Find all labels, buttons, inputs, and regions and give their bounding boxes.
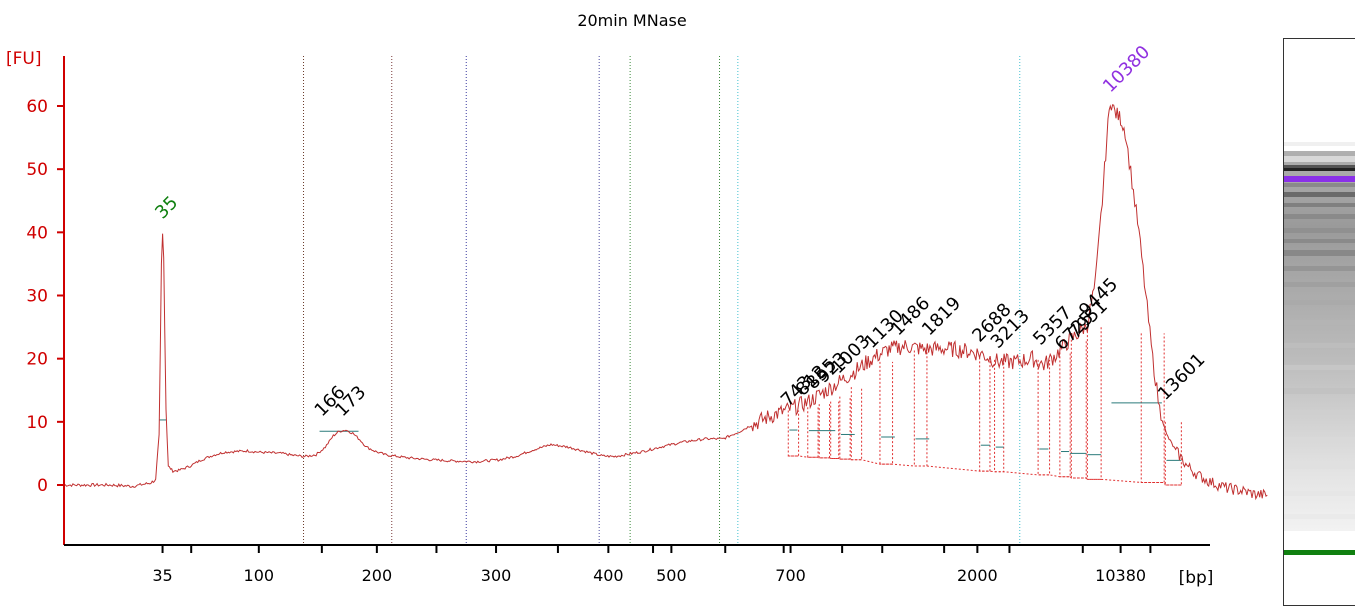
- gel-band-23: [1284, 514, 1355, 519]
- fragment-region-12: [1070, 339, 1087, 479]
- gel-band-17: [1284, 365, 1355, 370]
- fragment-baseline: [788, 455, 1182, 486]
- peak-label-0: 35: [151, 192, 182, 223]
- x-tick-label-4: 200: [362, 566, 393, 585]
- gel-band-12: [1284, 266, 1355, 271]
- x-tick-label-0: 35: [152, 566, 172, 585]
- x-tick-label-6: 300: [481, 566, 512, 585]
- fragment-region-9: [994, 359, 1005, 473]
- gel-band-6: [1284, 192, 1355, 197]
- x-tick-label-10: 500: [656, 566, 687, 585]
- chart-axes: [63, 56, 1210, 546]
- fragment-region-7: [913, 350, 928, 467]
- gel-band-18: [1284, 388, 1355, 394]
- gel-band-24: [1284, 550, 1355, 555]
- gel-band-19: [1284, 410, 1355, 415]
- electropherogram-chart: 20min MNase [FU] [bp] 0 10 20 30 40 50 60 35 10…: [6, 11, 1268, 588]
- gel-band-3: [1284, 168, 1355, 171]
- x-tick-label-17: 2000: [957, 566, 998, 585]
- fragment-region-3: [830, 401, 840, 459]
- y-tick-label-0: 0: [37, 476, 48, 496]
- x-tick-label-8: 400: [593, 566, 624, 585]
- gel-band-2: [1284, 165, 1355, 169]
- y-tick-label-40: 40: [26, 223, 48, 243]
- gel-band-1: [1284, 156, 1355, 162]
- fragment-region-11: [1059, 352, 1071, 478]
- y-tick-label-60: 60: [26, 97, 48, 117]
- fragment-region-8: [979, 357, 991, 472]
- peak-label-17: 10380: [1099, 42, 1154, 97]
- fragment-region-4: [839, 396, 851, 460]
- gel-band-7: [1284, 203, 1355, 207]
- gel-image: [1283, 38, 1355, 606]
- fragment-region-6: [879, 361, 894, 465]
- fragment-region-5: [850, 387, 863, 461]
- fragment-region-0: [787, 410, 800, 457]
- fragment-region-13: [1086, 327, 1102, 480]
- x-ticks: 35 100 200 300 400 500 700 2000 10380: [152, 545, 1152, 585]
- size-marker-lines: [303, 56, 1021, 545]
- x-tick-label-20: 10380: [1095, 566, 1146, 585]
- gel-band-4: [1284, 176, 1355, 182]
- fluorescence-trace: [63, 104, 1268, 501]
- chart-title: 20min MNase: [577, 11, 686, 30]
- gel-band-20: [1284, 437, 1355, 442]
- fragment-region-10: [1037, 359, 1051, 476]
- y-tick-label-20: 20: [26, 350, 48, 370]
- gel-band-14: [1284, 300, 1355, 305]
- x-axis-label: [bp]: [1179, 568, 1214, 588]
- y-ticks: 0 10 20 30 40 50 60: [26, 97, 64, 496]
- gel-band-16: [1284, 343, 1355, 348]
- y-tick-label-30: 30: [26, 287, 48, 307]
- gel-band-0: [1284, 142, 1355, 146]
- fragment-region-14: [1140, 333, 1165, 483]
- gel-band-10: [1284, 239, 1355, 243]
- gel-band-8: [1284, 214, 1355, 219]
- gel-band-11: [1284, 250, 1355, 256]
- fragment-plateaus: [159, 402, 1182, 461]
- peak-label-18: 13601: [1154, 349, 1209, 404]
- gel-smear: [1284, 151, 1355, 531]
- gel-band-9: [1284, 228, 1355, 233]
- fragment-regions: [787, 327, 1182, 486]
- gel-band-22: [1284, 491, 1355, 496]
- fragment-region-1: [807, 407, 819, 458]
- gel-band-13: [1284, 282, 1355, 287]
- gel-band-5: [1284, 183, 1355, 187]
- gel-band-21: [1284, 464, 1355, 469]
- y-axis-label: [FU]: [6, 49, 42, 69]
- x-tick-label-2: 100: [244, 566, 275, 585]
- gel-band-15: [1284, 320, 1355, 325]
- gel-lane: [1284, 131, 1355, 581]
- y-tick-label-10: 10: [26, 413, 48, 433]
- y-tick-label-50: 50: [26, 160, 48, 180]
- x-tick-label-13: 700: [775, 566, 806, 585]
